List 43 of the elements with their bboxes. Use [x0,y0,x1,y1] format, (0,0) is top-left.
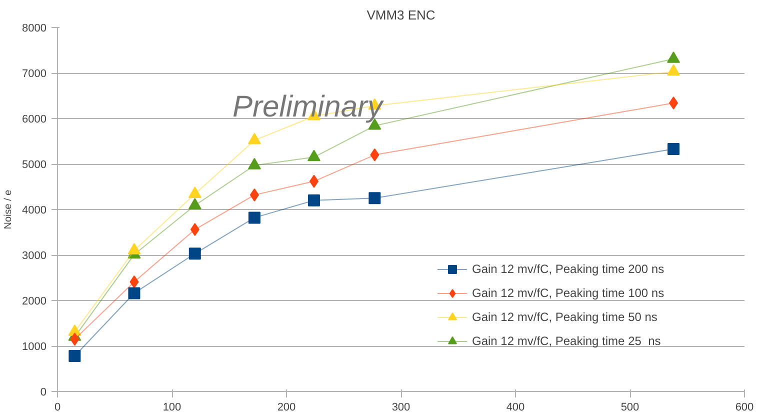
point [308,194,320,206]
legend-label: Gain 12 mv/fC, Peaking time 100 ns [472,286,664,300]
x-tick-label: 600 [735,402,754,413]
point [70,332,80,346]
point [188,186,202,198]
y-tick-label: 7000 [22,68,47,80]
y-tick-label: 3000 [22,250,47,262]
x-tick-label: 100 [162,402,182,413]
point [188,248,201,260]
y-tick-label: 4000 [22,204,47,216]
x-tick-label: 0 [54,402,61,413]
x-tick-label: 200 [277,402,296,413]
x-tick-label: 500 [620,402,640,413]
y-axis-title: Noise / e [3,189,14,230]
point [667,64,680,76]
point [190,223,200,236]
x-tick-label: 300 [392,402,410,413]
point [368,192,381,204]
chart-title: VMM3 ENC [366,8,436,22]
point [188,198,202,210]
point [309,174,318,188]
y-tick-label: 2000 [22,296,47,308]
point [668,142,680,155]
point [130,275,139,288]
legend-label: Gain 12 mv/fC, Peaking time 50 ns [472,310,658,324]
point [248,158,261,170]
legend-label: Gain 12 mv/fC, Peaking time 200 ns [472,262,664,276]
point [128,287,140,300]
y-tick-label: 6000 [22,114,47,126]
point [250,188,259,202]
point [370,148,380,162]
legend-label: Gain 12 mv/fC, Peaking time 25 ns [472,334,661,348]
point [248,132,261,144]
y-tick-label: 5000 [22,159,47,171]
point [128,243,141,254]
point [248,212,260,224]
y-tick-label: 0 [40,386,47,398]
point [68,350,81,362]
x-tick-label: 400 [506,402,525,413]
point [667,51,680,63]
y-tick-label: 8000 [22,22,47,34]
y-tick-label: 1000 [22,341,47,353]
point [307,150,320,162]
